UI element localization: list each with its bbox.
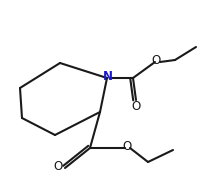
Text: O: O (131, 100, 141, 114)
Text: O: O (151, 53, 161, 66)
Text: O: O (122, 139, 132, 152)
Text: O: O (53, 159, 63, 172)
Text: N: N (103, 70, 113, 83)
